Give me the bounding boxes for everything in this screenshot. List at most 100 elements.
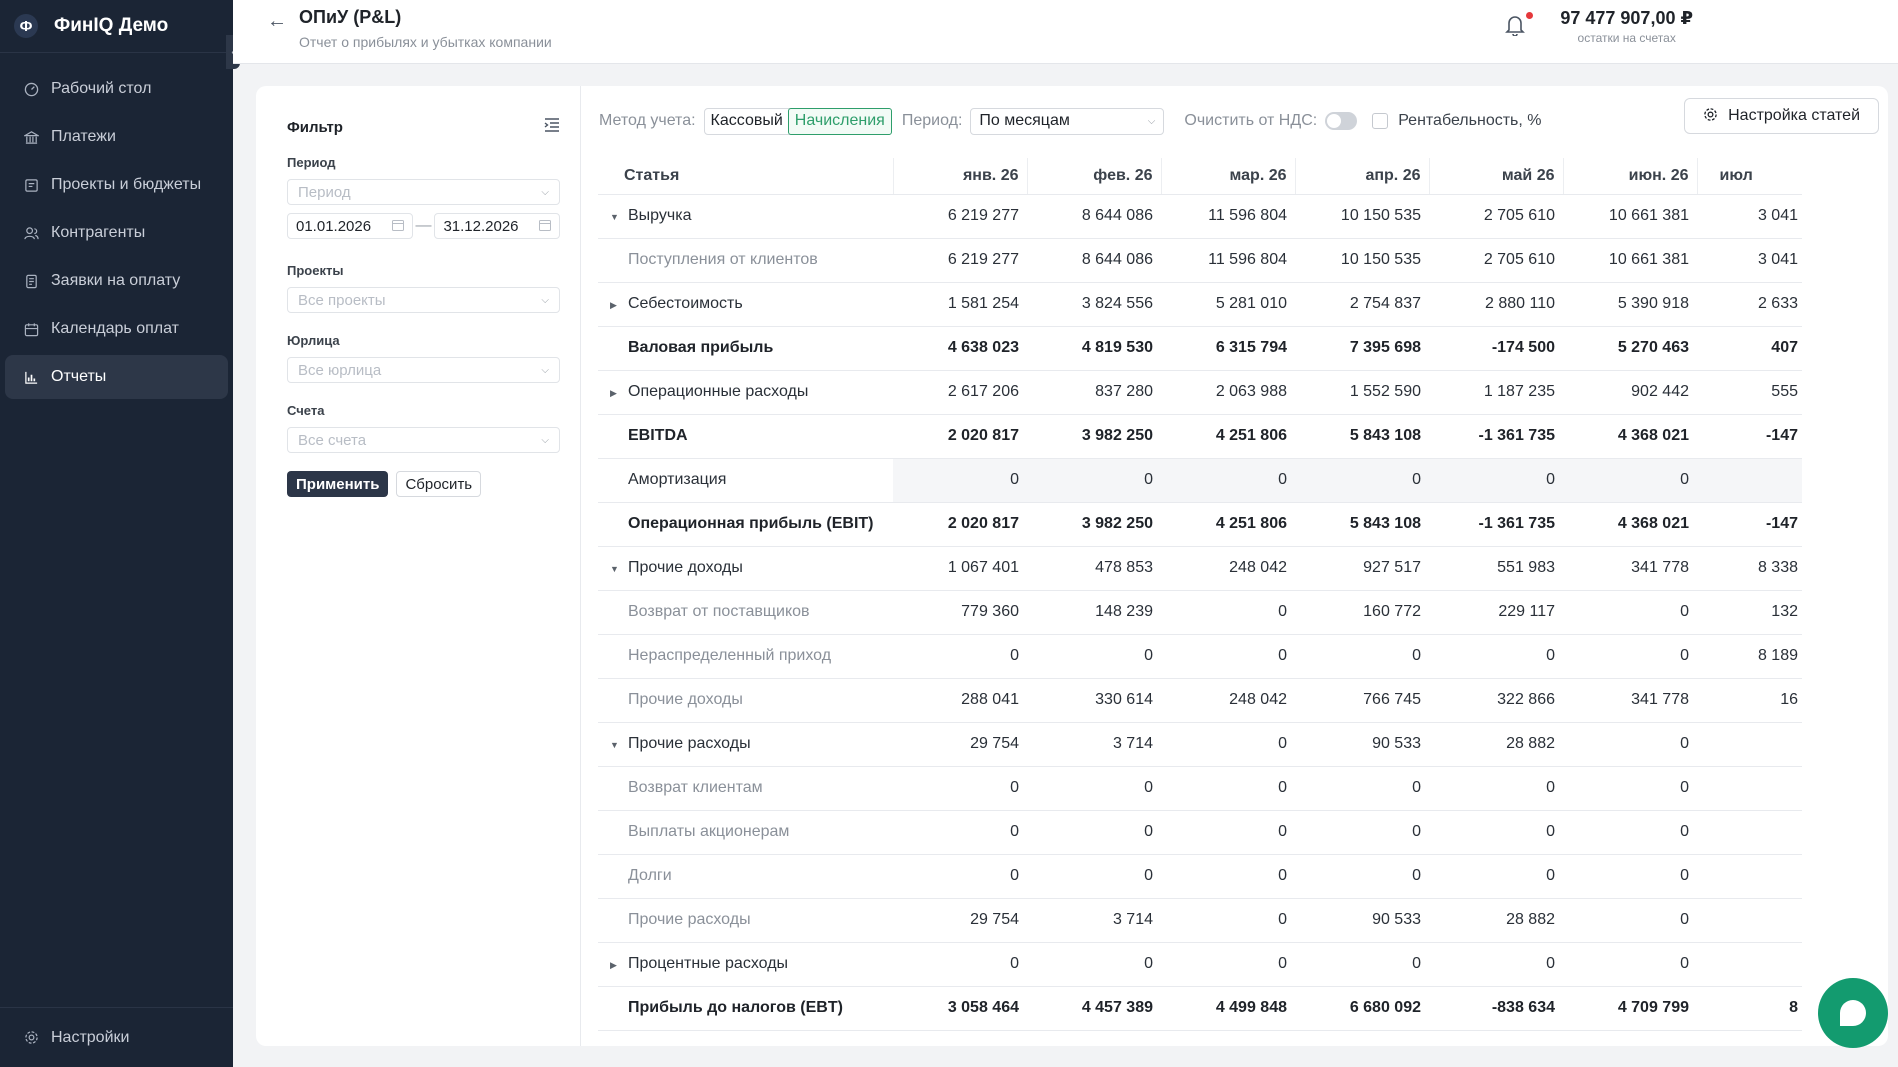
column-header-month[interactable]: янв. 26 <box>893 158 1028 195</box>
brand[interactable]: Ф ФинIQ Демо <box>0 0 233 53</box>
sidebar-item-settings[interactable]: Настройки <box>0 1007 233 1067</box>
value-cell: 2 617 206 <box>893 370 1027 415</box>
table-row[interactable]: ▼ Прочие доходы 1 067 401 478 853 248 042 927… <box>598 546 1802 591</box>
column-header-month[interactable]: июн. 26 <box>1563 158 1698 195</box>
row-name-cell: ▼ Прочие доходы <box>598 546 893 591</box>
value-cell: 2 754 837 <box>1295 282 1429 327</box>
sidebar-item-projects[interactable]: Проекты и бюджеты <box>5 163 228 207</box>
value-cell: 0 <box>1161 942 1295 987</box>
value-cell: 11 596 804 <box>1161 238 1295 283</box>
method-accrual-option[interactable]: Начисления <box>787 107 892 135</box>
table-row[interactable]: Прочие расходы 29 754 3 714 0 90 533 28 882 0 <box>598 898 1802 943</box>
pnl-table: Статья янв. 26 фев. 26 мар. 26 апр. 26 м… <box>598 158 1802 1031</box>
calendar-icon <box>391 219 404 234</box>
period-placeholder: Период <box>298 183 351 201</box>
sidebar-item-reports[interactable]: Отчеты <box>5 355 228 399</box>
projects-select[interactable]: Все проекты ⌵ <box>287 287 560 313</box>
table-row[interactable]: Операционная прибыль (EBIT) 2 020 817 3 98… <box>598 502 1802 547</box>
legal-entities-select[interactable]: Все юрлица ⌵ <box>287 357 560 383</box>
sidebar-item-dashboard[interactable]: Рабочий стол <box>5 67 228 111</box>
sidebar-item-payment-calendar[interactable]: Календарь оплат <box>5 307 228 351</box>
date-from-value: 01.01.2026 <box>296 217 372 235</box>
vat-label: Очистить от НДС: <box>1184 112 1318 129</box>
period-select[interactable]: Период ⌵ <box>287 179 560 205</box>
value-cell: 779 360 <box>893 590 1027 635</box>
period-label: Период <box>287 155 336 170</box>
bank-icon <box>23 129 39 145</box>
back-arrow-icon[interactable]: ← <box>267 10 287 32</box>
table-row[interactable]: ▼ Прочие расходы 29 754 3 714 0 90 533 28 882 0 <box>598 722 1802 767</box>
column-header-month[interactable]: мар. 26 <box>1161 158 1296 195</box>
table-row[interactable]: Поступления от клиентов 6 219 277 8 644 08… <box>598 238 1802 283</box>
table-row[interactable]: Выплаты акционерам 0 0 0 0 0 0 <box>598 810 1802 855</box>
value-cell <box>1697 810 1802 855</box>
value-cell: 0 <box>1027 854 1161 899</box>
table-row[interactable]: Прочие доходы 288 041 330 614 248 042 766 74… <box>598 678 1802 723</box>
sidebar-item-counterparties[interactable]: Контрагенты <box>5 211 228 255</box>
table-row[interactable]: EBITDA 2 020 817 3 982 250 4 251 806 5 843 1… <box>598 414 1802 459</box>
table-row[interactable]: Долги 0 0 0 0 0 0 <box>598 854 1802 899</box>
value-cell: -1 361 735 <box>1429 502 1563 547</box>
table-row[interactable]: ▶ Операционные расходы 2 617 206 837 280 2 0… <box>598 370 1802 415</box>
item-settings-button[interactable]: Настройка статей <box>1684 98 1879 134</box>
vat-toggle[interactable] <box>1325 112 1358 130</box>
caret-right-icon[interactable]: ▶ <box>610 388 617 398</box>
reset-button[interactable]: Сбросить <box>396 471 482 497</box>
projects-label: Проекты <box>287 263 344 278</box>
row-label: Прочие доходы <box>628 559 743 576</box>
value-cell: 0 <box>1295 634 1429 679</box>
pnl-table-container[interactable]: Статья янв. 26 фев. 26 мар. 26 апр. 26 м… <box>598 158 1852 1046</box>
table-row[interactable]: Возврат от поставщиков 779 360 148 239 0 160… <box>598 590 1802 635</box>
date-from-field[interactable]: 01.01.2026 <box>287 213 413 239</box>
column-header-month[interactable]: май 26 <box>1429 158 1564 195</box>
value-cell: 0 <box>1161 634 1295 679</box>
value-cell: 0 <box>1429 458 1563 503</box>
column-header-month[interactable]: июл <box>1697 158 1802 195</box>
value-cell <box>1697 722 1802 767</box>
table-row[interactable]: Амортизация 0 0 0 0 0 0 <box>598 458 1802 503</box>
value-cell: 5 390 918 <box>1563 282 1697 327</box>
value-cell: 4 251 806 <box>1161 414 1295 459</box>
sidebar-item-label: Заявки на оплату <box>51 272 181 289</box>
sidebar-item-label: Отчеты <box>51 368 107 385</box>
column-header-article[interactable]: Статья <box>598 158 894 195</box>
table-row[interactable]: Возврат клиентам 0 0 0 0 0 0 <box>598 766 1802 811</box>
period-mode-label: Период: <box>901 112 963 129</box>
period-mode-select[interactable]: По месяцам ⌵ <box>970 107 1165 135</box>
caret-down-icon[interactable]: ▼ <box>610 740 619 750</box>
row-label: Возврат от поставщиков <box>628 603 810 620</box>
column-header-month[interactable]: апр. 26 <box>1295 158 1430 195</box>
caret-right-icon[interactable]: ▶ <box>610 960 617 970</box>
value-cell: 3 058 464 <box>893 986 1027 1031</box>
chevron-down-icon: ⌵ <box>541 364 549 376</box>
projects-placeholder: Все проекты <box>298 291 386 309</box>
item-settings-label: Настройка статей <box>1728 107 1860 124</box>
column-header-month[interactable]: фев. 26 <box>1027 158 1162 195</box>
bell-icon[interactable] <box>1505 14 1527 38</box>
accounts-select[interactable]: Все счета ⌵ <box>287 427 560 453</box>
value-cell: 8 <box>1697 986 1802 1031</box>
table-row[interactable]: Нераспределенный приход 0 0 0 0 0 0 8 189 <box>598 634 1802 679</box>
value-cell: 0 <box>1295 766 1429 811</box>
caret-right-icon[interactable]: ▶ <box>610 300 617 310</box>
table-row[interactable]: Валовая прибыль 4 638 023 4 819 530 6 315 7… <box>598 326 1802 371</box>
apply-button[interactable]: Применить <box>287 471 389 497</box>
table-row[interactable]: Прибыль до налогов (EBT) 3 058 464 4 457 3… <box>598 986 1802 1031</box>
date-to-field[interactable]: 31.12.2026 <box>434 213 560 239</box>
page-title: ОПиУ (P&L) <box>299 7 402 27</box>
value-cell: 0 <box>1563 766 1697 811</box>
table-row[interactable]: ▶ Процентные расходы 0 0 0 0 0 0 <box>598 942 1802 987</box>
caret-down-icon[interactable]: ▼ <box>610 564 619 574</box>
sidebar-item-payments[interactable]: Платежи <box>5 115 228 159</box>
table-row[interactable]: ▶ Себестоимость 1 581 254 3 824 556 5 281 01… <box>598 282 1802 327</box>
chat-button[interactable] <box>1818 978 1888 1048</box>
row-label: Долги <box>628 867 672 884</box>
caret-down-icon[interactable]: ▼ <box>610 212 619 222</box>
table-row[interactable]: ▼ Выручка 6 219 277 8 644 086 11 596 804 10 1… <box>598 194 1802 239</box>
filter-collapse-icon[interactable] <box>544 118 560 137</box>
method-cash-option[interactable]: Кассовый <box>710 112 783 129</box>
sidebar-item-payment-requests[interactable]: Заявки на оплату <box>5 259 228 303</box>
row-name-cell: ▶ Процентные расходы <box>598 942 893 987</box>
profitability-checkbox[interactable] <box>1372 113 1389 129</box>
sidebar-item-label: Контрагенты <box>51 224 146 241</box>
